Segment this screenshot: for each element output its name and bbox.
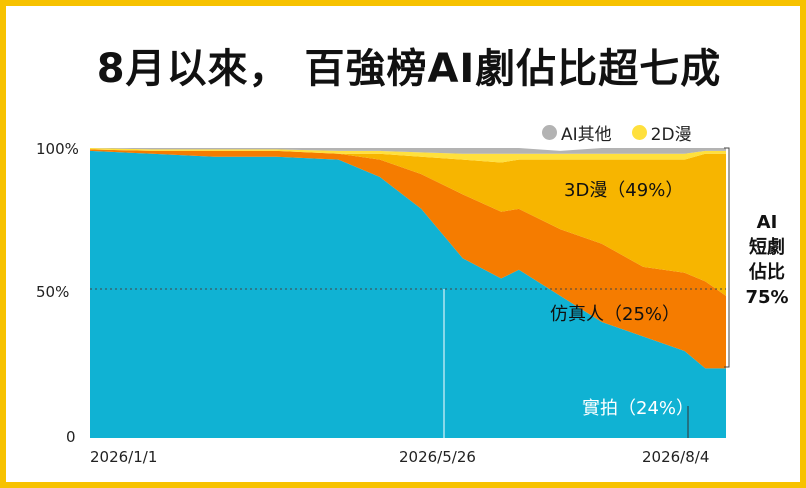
- area-3d: [90, 149, 726, 296]
- ai-share-label: AI 短劇 佔比 75%: [744, 210, 790, 310]
- chart-title: 8月以來， 百強榜AI劇佔比超七成: [96, 46, 722, 92]
- ai-share-line4: 75%: [745, 287, 789, 308]
- y-tick-0: 0: [66, 428, 76, 446]
- legend-swatch-ai-other: [542, 125, 557, 140]
- x-tick-may: 2026/5/26: [399, 448, 476, 466]
- area-2d: [90, 148, 726, 163]
- label-3d: 3D漫（49%）: [564, 180, 684, 201]
- x-tick-aug: 2026/8/4: [642, 448, 710, 466]
- y-tick-50: 50%: [36, 283, 70, 301]
- area-ai-other: [90, 148, 726, 154]
- legend-label-ai-other: AI其他: [561, 125, 612, 145]
- ai-bracket: [724, 147, 730, 368]
- area-group: [90, 148, 726, 438]
- stacked-area-plot: [90, 147, 730, 438]
- label-real-person: 仿真人（25%）: [550, 304, 681, 325]
- legend-swatch-2d: [631, 125, 647, 140]
- label-live-action: 實拍（24%）: [582, 398, 695, 419]
- legend-item-2d: 2D漫: [631, 120, 692, 145]
- legend-label-2d: 2D漫: [650, 125, 692, 145]
- area-live-action: [90, 150, 726, 438]
- legend-item-ai-other: AI其他: [542, 120, 612, 145]
- area-real-person: [90, 149, 726, 369]
- x-tick-jan: 2026/1/1: [90, 448, 158, 466]
- legend: AI其他 2D漫: [542, 120, 712, 145]
- y-tick-100: 100%: [36, 140, 79, 158]
- ai-share-line3: 佔比: [749, 262, 785, 283]
- ai-share-line1: AI: [756, 212, 778, 233]
- ai-share-line2: 短劇: [749, 237, 785, 258]
